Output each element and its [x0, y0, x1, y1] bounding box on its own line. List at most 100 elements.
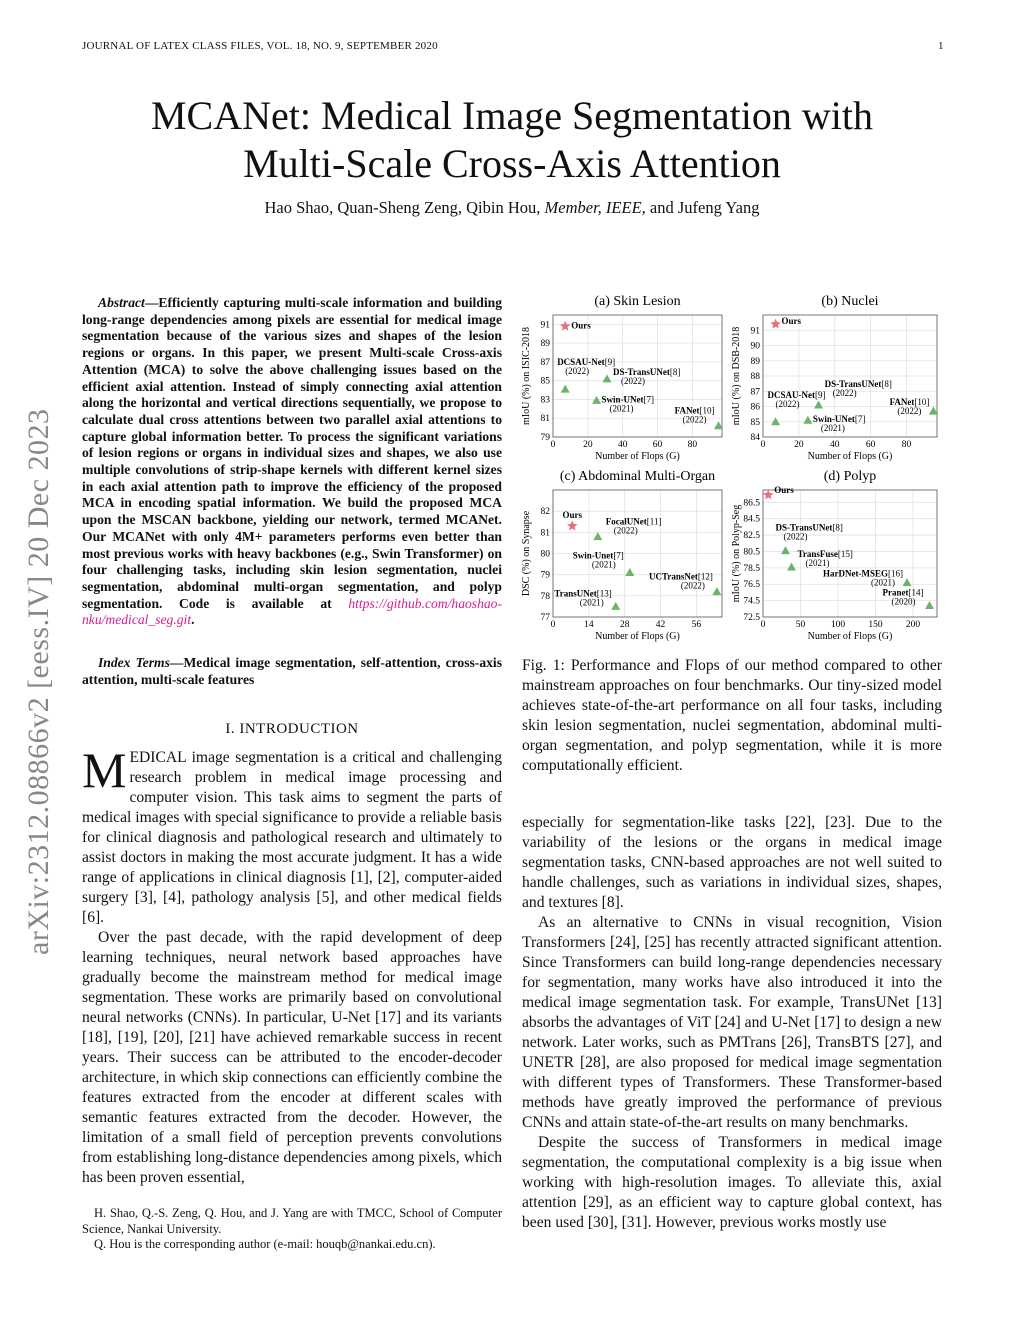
data-point-star: [567, 520, 578, 531]
point-label-ref: [7]: [644, 394, 655, 404]
abstract-label: Abstract: [98, 295, 145, 310]
data-point-triangle: [771, 417, 781, 426]
index-terms-label: Index Terms: [98, 655, 170, 670]
point-label-year: (2021): [821, 423, 845, 433]
x-tick-label: 0: [761, 620, 766, 630]
chart-title: (d) Polyp: [824, 469, 877, 484]
drop-cap: M: [82, 742, 127, 798]
point-label-name: DCSAU-Net: [768, 390, 816, 400]
point-label-year: (2022): [683, 415, 707, 425]
point-label: UCTransNet[12]: [649, 572, 713, 582]
point-label: DCSAU-Net[9]: [768, 390, 826, 400]
code-link[interactable]: https://github.com/haoshao-nku/medical_s…: [82, 595, 502, 628]
point-label-ref: [16]: [888, 569, 903, 579]
x-tick-label: 56: [692, 620, 702, 630]
y-tick-label: 77: [541, 613, 551, 623]
point-label-year: (2021): [610, 403, 634, 413]
y-tick-label: 80.5: [743, 547, 760, 557]
section-heading-introduction: I. INTRODUCTION: [225, 721, 359, 737]
index-terms: Index Terms—Medical image segmentation, …: [82, 655, 502, 688]
data-point-triangle: [592, 395, 602, 404]
y-tick-label: 81: [541, 414, 551, 424]
point-label-name: HarDNet-MSEG: [823, 569, 888, 579]
point-label: FANet[10]: [890, 397, 930, 407]
point-label: DS-TransUNet[8]: [776, 523, 843, 533]
y-tick-label: 72.5: [743, 613, 760, 623]
right-paragraph-2: As an alternative to CNNs in visual reco…: [522, 914, 942, 1131]
figure-caption: Fig. 1: Performance and Flops of our met…: [522, 657, 942, 774]
title-line-1: MCANet: Medical Image Segmentation with: [150, 93, 874, 138]
data-point-triangle: [712, 587, 722, 596]
chart-polyp: (d) Polyp 0 50 100 150 200 72.5 74.5 76.5 78.5 80.…: [731, 469, 938, 642]
point-label-year: (2022): [614, 526, 638, 536]
y-tick-label: 89: [541, 339, 551, 349]
y-tick-label: 86: [751, 403, 761, 413]
point-label-year: (2020): [892, 597, 916, 607]
data-point-star: [560, 320, 571, 331]
x-axis-label: Number of Flops (G): [808, 631, 893, 642]
introduction-right: especially for segmentation-like tasks […: [522, 813, 942, 1233]
point-label-ref: [8]: [832, 523, 843, 533]
point-label-ref: [7]: [613, 551, 624, 561]
x-tick-label: 0: [551, 440, 556, 450]
point-label-ref: [10]: [700, 406, 715, 416]
point-label: Ours: [774, 485, 794, 495]
point-label-name: Ours: [782, 316, 802, 326]
y-tick-label: 87: [751, 387, 761, 397]
point-label-year: (2022): [565, 366, 589, 376]
data-point-triangle: [902, 578, 912, 587]
y-tick-label: 84: [751, 433, 761, 443]
y-tick-label: 78: [541, 592, 551, 602]
footnote-affiliation: H. Shao, Q.-S. Zeng, Q. Hou, and J. Yang…: [82, 1206, 502, 1236]
y-axis-label: mIoU (%) on Polyp-Seg: [731, 505, 742, 603]
point-label-ref: [12]: [698, 572, 713, 582]
point-label-year: (2022): [681, 581, 705, 591]
abstract-text: —Efficiently capturing multi-scale infor…: [82, 295, 502, 611]
data-point-triangle: [714, 421, 724, 430]
x-tick-label: 60: [866, 440, 876, 450]
point-label-name: FANet: [890, 397, 915, 407]
right-paragraph-1: especially for segmentation-like tasks […: [522, 814, 942, 911]
point-label-ref: [10]: [914, 397, 929, 407]
y-tick-label: 86.5: [743, 498, 760, 508]
x-axis-label: Number of Flops (G): [595, 631, 680, 642]
y-tick-label: 74.5: [743, 597, 760, 607]
y-tick-label: 79: [541, 571, 551, 581]
point-label-ref: [7]: [855, 414, 866, 424]
x-tick-label: 40: [618, 440, 628, 450]
authors-last: , and Jufeng Yang: [641, 198, 760, 217]
point-label-year: (2022): [784, 532, 808, 542]
point-label-name: Pranet: [883, 588, 909, 598]
y-tick-label: 80: [541, 550, 551, 560]
point-label-name: Swin-UNet: [602, 394, 644, 404]
authors-membership: Member, IEEE: [544, 198, 642, 217]
x-tick-label: 200: [906, 620, 921, 630]
data-point-triangle: [928, 406, 938, 415]
point-label-name: FocalUNet: [606, 517, 647, 527]
y-tick-label: 78.5: [743, 564, 760, 574]
data-point-star: [770, 318, 781, 329]
x-tick-label: 0: [761, 440, 766, 450]
point-label: Ours: [782, 316, 802, 326]
point-label: Swin-Unet[7]: [573, 551, 624, 561]
y-tick-label: 82.5: [743, 531, 760, 541]
point-label: TransFuse[15]: [798, 549, 853, 559]
point-label-ref: [8]: [670, 367, 681, 377]
point-label-year: (2021): [592, 560, 616, 570]
point-label-name: Ours: [571, 320, 591, 330]
chart-title: (c) Abdominal Multi-Organ: [560, 469, 715, 484]
point-label-name: TransFuse: [798, 549, 838, 559]
x-tick-label: 42: [656, 620, 666, 630]
point-label-year: (2021): [871, 578, 895, 588]
paper-title: MCANet: Medical Image Segmentation with …: [0, 92, 1024, 188]
y-axis-label: DSC (%) on Synapse: [521, 510, 532, 596]
point-label: TransUNet[13]: [554, 588, 611, 598]
point-label: DS-TransUNet[8]: [613, 367, 680, 377]
authors-names: Hao Shao, Quan-Sheng Zeng, Qibin Hou,: [264, 198, 545, 217]
point-label: FANet[10]: [675, 406, 715, 416]
x-tick-label: 150: [868, 620, 883, 630]
chart-skin-lesion: (a) Skin Lesion 0 20 40 60 80 79 81 83 85 87 89 91 Nu…: [521, 294, 724, 462]
y-tick-label: 85: [541, 377, 551, 387]
data-point-triangle: [593, 532, 603, 541]
